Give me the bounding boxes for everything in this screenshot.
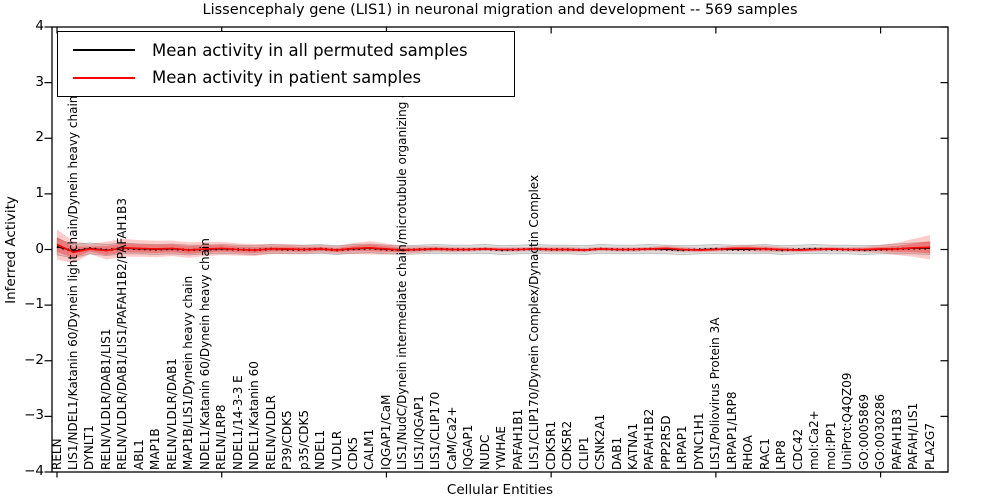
legend-label-permuted: Mean activity in all permuted samples	[152, 40, 468, 60]
x-tick-label: NUDC	[477, 434, 492, 470]
x-tick-label: RELN/VLDLR/DAB1	[164, 358, 179, 470]
x-tick-label: NDEL1	[313, 429, 328, 470]
x-tick-label: CDK5R2	[560, 420, 575, 470]
x-tick-label: LIS1/NudC/Dynein intermediate chain/micr…	[395, 59, 410, 470]
patient-line-swatch	[73, 76, 135, 79]
x-tick-label: IQGAP1/CaM	[378, 394, 393, 471]
x-tick-label: MAP1B/LIS1/Dynein heavy chain	[181, 275, 196, 470]
x-tick-label: PAFAH1B2	[642, 408, 657, 470]
legend: Mean activity in all permuted samples Me…	[57, 31, 515, 97]
x-tick-label: DYNLT1	[82, 425, 97, 470]
x-tick-label: KATNA1	[626, 422, 640, 470]
permuted-band	[56, 237, 931, 259]
x-tick-label: PAFAH1B3	[889, 408, 904, 470]
x-tick-label: CDK5	[345, 436, 360, 470]
x-tick-label: YWHAE	[494, 425, 509, 470]
y-tick-label: 0	[35, 240, 44, 257]
x-tick-label: p35/CDK5	[296, 409, 311, 470]
x-tick-label: PAFAH/LIS1	[906, 402, 921, 470]
x-tick-label: RELN	[49, 438, 64, 470]
x-tick-label: CDK5R1	[543, 420, 558, 470]
x-tick-label: mol:PP1	[823, 421, 838, 470]
x-tick-label: RAC1	[757, 438, 772, 470]
y-tick-label: 2	[35, 129, 44, 146]
x-tick-label: ABL1	[131, 439, 146, 470]
chart-title: Lissencephaly gene (LIS1) in neuronal mi…	[202, 2, 798, 18]
y-axis-label: Inferred Activity	[3, 196, 19, 304]
patient-band-outer	[57, 229, 930, 264]
x-tick-label: RELN/VLDLR	[263, 395, 278, 470]
y-tick-label: 1	[35, 184, 44, 201]
x-tick-label: RHOA	[741, 435, 756, 470]
x-tick-label: MAP1B	[148, 428, 163, 470]
y-tick-label: −4	[24, 463, 44, 479]
x-tick-label: PAFAH1B1	[510, 408, 525, 470]
x-tick-label: NDEL1/14-3-3 E	[230, 375, 245, 470]
x-tick-label: UniProt:Q4QZ09	[840, 372, 855, 470]
legend-label-patient: Mean activity in patient samples	[152, 68, 422, 88]
x-tick-label: DAB1	[609, 436, 624, 470]
x-tick-label: CLIP1	[576, 436, 591, 470]
x-tick-label: CALM1	[362, 428, 377, 470]
patient-band-inner	[57, 236, 930, 258]
legend-item-patient: Mean activity in patient samples	[73, 68, 514, 87]
x-tick-label: LIS1/NDEL1/Katanin 60/Dynein light chain…	[65, 95, 80, 470]
x-tick-label: DYNC1H1	[691, 412, 706, 470]
x-tick-label: NDEL1/Katanin 60	[247, 361, 262, 470]
x-tick-label: IQGAP1	[461, 424, 476, 470]
x-tick-label: RELN/VLDLR/DAB1/LIS1	[98, 328, 113, 470]
y-tick-label: 4	[35, 18, 44, 34]
x-tick-label: LRPAP1/LRP8	[724, 391, 739, 470]
x-tick-label: VLDLR	[329, 430, 344, 470]
x-tick-label: mol:Ca2+	[807, 410, 822, 470]
permuted-line-swatch	[73, 49, 135, 52]
y-tick-label: −1	[24, 296, 44, 313]
legend-item-permuted: Mean activity in all permuted samples	[73, 41, 514, 60]
x-tick-label: LRPAP1	[675, 425, 690, 470]
x-tick-label: RELN/VLDLR/DAB1/LIS1/PAFAH1B2/PAFAH1B3	[115, 198, 130, 470]
patient-line	[56, 243, 931, 254]
x-tick-label: CaM/Ca2+	[444, 406, 459, 470]
x-tick-label: CSNK2A1	[593, 413, 608, 470]
x-axis-label: Cellular Entities	[446, 482, 554, 498]
x-tick-label: RELN/LRP8	[214, 404, 229, 470]
x-tick-label: LIS1/CLIP170/Dynein Complex/Dynactin Com…	[527, 174, 542, 470]
y-tick-label: −2	[24, 351, 44, 368]
x-tick-label: CDC42	[790, 428, 805, 470]
x-tick-label: LRP8	[774, 440, 789, 470]
x-tick-label: LIS1/Poliovirus Protein 3A	[708, 317, 723, 470]
x-tick-label: LIS1/IQGAP1	[411, 395, 426, 470]
x-tick-label: PPP2R5D	[658, 415, 673, 470]
y-tick-label: 3	[35, 73, 44, 90]
x-tick-label: PLA2G7	[922, 423, 937, 470]
x-tick-label: GO:0005869	[856, 393, 871, 470]
x-tick-label: GO:0030286	[873, 393, 888, 470]
x-tick-label: P39/CDK5	[280, 410, 295, 470]
x-tick-label: NDEL1/Katanin 60/Dynein heavy chain	[197, 238, 212, 470]
y-tick-label: −3	[24, 407, 44, 424]
x-tick-label: LIS1/CLIP170	[428, 391, 443, 470]
